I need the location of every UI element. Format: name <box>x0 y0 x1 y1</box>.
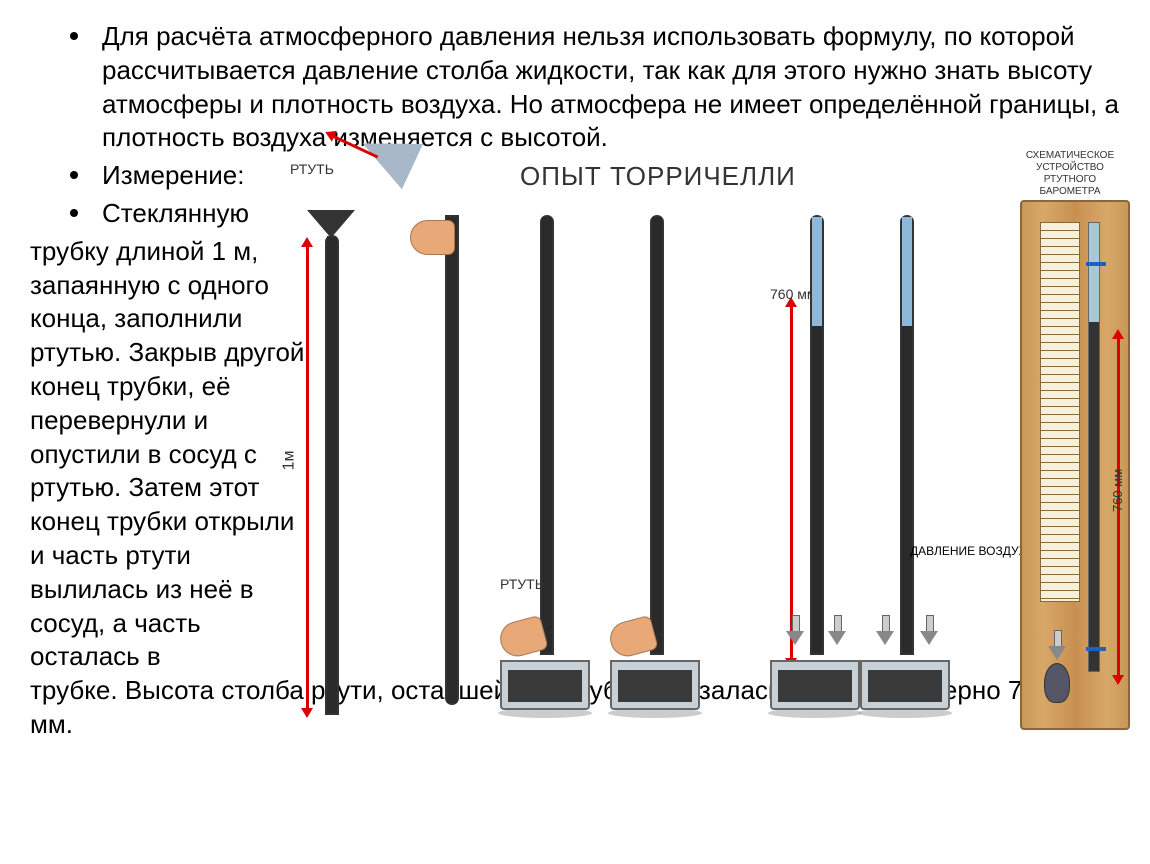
mercury-basin <box>860 660 950 710</box>
tube-open-2 <box>900 215 914 655</box>
bullet-marker <box>70 32 78 40</box>
paragraph-measure: Измерение: <box>102 159 244 193</box>
diagram-title: ОПЫТ ТОРРИЧЕЛЛИ <box>520 160 796 194</box>
bullet-marker <box>70 171 78 179</box>
paragraph-continuation: трубку длиной 1 м, запаянную с одного ко… <box>30 235 310 674</box>
pouring-flask-icon <box>360 130 440 180</box>
tube-in-basin-closed-2 <box>650 215 664 655</box>
dimension-arrow-1m <box>306 245 309 710</box>
air-pressure-arrow <box>920 615 938 645</box>
torricelli-diagram: ОПЫТ ТОРРИЧЕЛЛИ СХЕМАТИЧЕСКОЕ УСТРОЙСТВО… <box>300 160 1140 760</box>
bullet-marker <box>70 209 78 217</box>
barometer-pressure-arrow <box>1048 630 1066 660</box>
dimension-label-1m: 1м <box>280 450 301 470</box>
hand-icon-top <box>410 220 455 255</box>
tube-open-1 <box>810 215 824 655</box>
mercury-barometer: 760 мм <box>1020 200 1130 730</box>
barometer-marker-top <box>1086 262 1106 266</box>
bullet-1: Для расчёта атмосферного давления нельзя… <box>70 20 1120 155</box>
barometer-760-label: 760 мм <box>1110 469 1127 512</box>
air-pressure-arrow <box>828 615 846 645</box>
barometer-reservoir <box>1044 663 1070 703</box>
barometer-scale <box>1040 222 1080 602</box>
mercury-label-1: РТУТЬ <box>290 160 334 178</box>
mercury-label-2: РТУТЬ <box>500 575 544 593</box>
air-pressure-arrow <box>786 615 804 645</box>
air-pressure-arrow <box>876 615 894 645</box>
mercury-basin <box>500 660 590 710</box>
mercury-basin <box>770 660 860 710</box>
paragraph-glass: Стеклянную <box>102 197 249 231</box>
paragraph-intro: Для расчёта атмосферного давления нельзя… <box>102 20 1120 155</box>
tube-filling <box>325 235 339 715</box>
mercury-basin <box>610 660 700 710</box>
air-pressure-label: ДАВЛЕНИЕ ВОЗДУХА <box>910 545 1035 558</box>
barometer-tube <box>1088 222 1100 672</box>
dimension-arrow-760 <box>790 305 793 660</box>
barometer-marker-bottom <box>1086 647 1106 651</box>
tube-inverted <box>445 215 459 705</box>
slide-content: Для расчёта атмосферного давления нельзя… <box>0 0 1150 762</box>
barometer-caption: СХЕМАТИЧЕСКОЕ УСТРОЙСТВО РТУТНОГО БАРОМЕ… <box>1015 150 1125 198</box>
